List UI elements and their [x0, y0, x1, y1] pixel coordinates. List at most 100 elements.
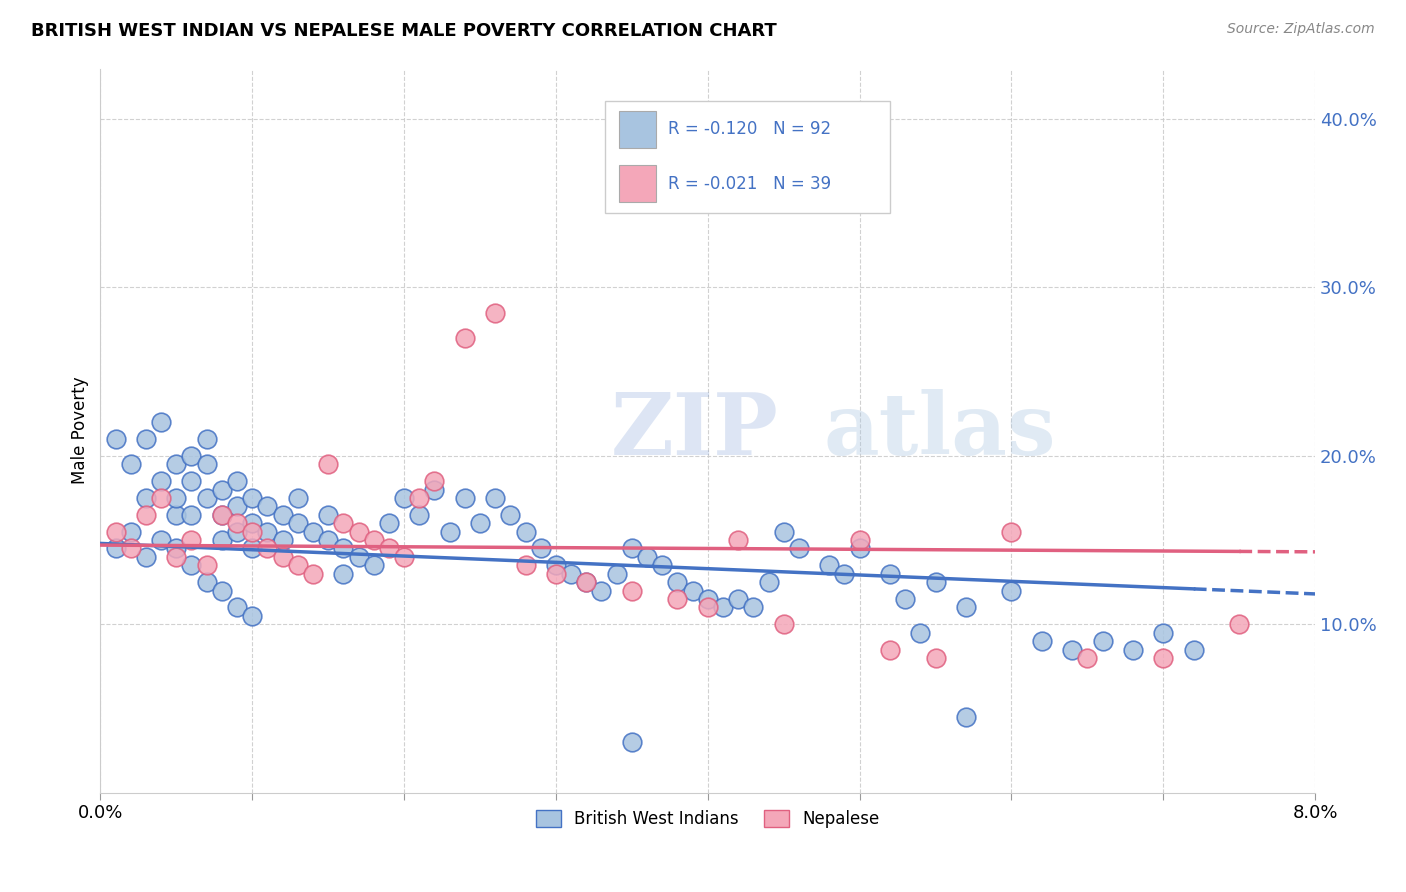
Y-axis label: Male Poverty: Male Poverty	[72, 376, 89, 484]
Point	[772, 524, 794, 539]
Point	[240, 516, 263, 531]
Point	[180, 508, 202, 522]
Point	[772, 617, 794, 632]
Legend: British West Indians, Nepalese: British West Indians, Nepalese	[529, 804, 886, 835]
Point	[1000, 583, 1022, 598]
Text: atlas: atlas	[823, 389, 1056, 473]
Point	[347, 549, 370, 564]
Point	[302, 566, 325, 581]
Point	[180, 558, 202, 573]
Text: R = -0.120   N = 92: R = -0.120 N = 92	[668, 120, 831, 137]
Point	[120, 541, 142, 556]
Point	[924, 575, 946, 590]
Point	[1152, 625, 1174, 640]
Point	[150, 474, 173, 488]
Point	[544, 558, 567, 573]
Point	[240, 491, 263, 505]
Point	[711, 600, 734, 615]
Point	[1227, 617, 1250, 632]
Point	[620, 735, 643, 749]
Point	[195, 491, 218, 505]
Point	[727, 533, 749, 547]
Point	[180, 533, 202, 547]
Point	[651, 558, 673, 573]
Point	[256, 524, 278, 539]
Point	[195, 558, 218, 573]
Point	[666, 592, 689, 607]
Point	[135, 432, 157, 446]
Point	[758, 575, 780, 590]
Point	[165, 457, 187, 471]
Point	[165, 541, 187, 556]
Point	[363, 533, 385, 547]
FancyBboxPatch shape	[619, 111, 655, 148]
Point	[606, 566, 628, 581]
Point	[955, 600, 977, 615]
Point	[423, 483, 446, 497]
Point	[302, 524, 325, 539]
Text: BRITISH WEST INDIAN VS NEPALESE MALE POVERTY CORRELATION CHART: BRITISH WEST INDIAN VS NEPALESE MALE POV…	[31, 22, 776, 40]
FancyBboxPatch shape	[605, 101, 890, 213]
Point	[454, 331, 477, 345]
Point	[211, 483, 233, 497]
Point	[226, 500, 249, 514]
Point	[544, 566, 567, 581]
Text: R = -0.021   N = 39: R = -0.021 N = 39	[668, 176, 831, 194]
Point	[1152, 651, 1174, 665]
Point	[454, 491, 477, 505]
Point	[165, 491, 187, 505]
Point	[104, 541, 127, 556]
Point	[226, 524, 249, 539]
Point	[195, 432, 218, 446]
Point	[363, 558, 385, 573]
Point	[636, 549, 658, 564]
Point	[332, 516, 354, 531]
Point	[1182, 642, 1205, 657]
Point	[271, 533, 294, 547]
Point	[439, 524, 461, 539]
Point	[316, 457, 339, 471]
Point	[879, 566, 901, 581]
Point	[287, 558, 309, 573]
Point	[423, 474, 446, 488]
Point	[211, 583, 233, 598]
Point	[347, 524, 370, 539]
Point	[195, 575, 218, 590]
Text: Source: ZipAtlas.com: Source: ZipAtlas.com	[1227, 22, 1375, 37]
FancyBboxPatch shape	[619, 165, 655, 202]
Point	[910, 625, 932, 640]
Point	[392, 491, 415, 505]
Point	[240, 608, 263, 623]
Point	[499, 508, 522, 522]
Point	[256, 541, 278, 556]
Point	[666, 575, 689, 590]
Point	[682, 583, 704, 598]
Point	[226, 600, 249, 615]
Point	[104, 432, 127, 446]
Point	[180, 449, 202, 463]
Point	[256, 500, 278, 514]
Point	[879, 642, 901, 657]
Point	[955, 710, 977, 724]
Point	[195, 457, 218, 471]
Point	[1062, 642, 1084, 657]
Point	[515, 524, 537, 539]
Point	[392, 549, 415, 564]
Point	[894, 592, 917, 607]
Point	[150, 491, 173, 505]
Point	[575, 575, 598, 590]
Point	[332, 541, 354, 556]
Point	[120, 524, 142, 539]
Point	[165, 549, 187, 564]
Point	[120, 457, 142, 471]
Point	[211, 533, 233, 547]
Point	[378, 516, 401, 531]
Point	[1091, 634, 1114, 648]
Point	[560, 566, 582, 581]
Point	[104, 524, 127, 539]
Point	[1122, 642, 1144, 657]
Point	[696, 600, 718, 615]
Point	[180, 474, 202, 488]
Point	[240, 541, 263, 556]
Point	[591, 583, 613, 598]
